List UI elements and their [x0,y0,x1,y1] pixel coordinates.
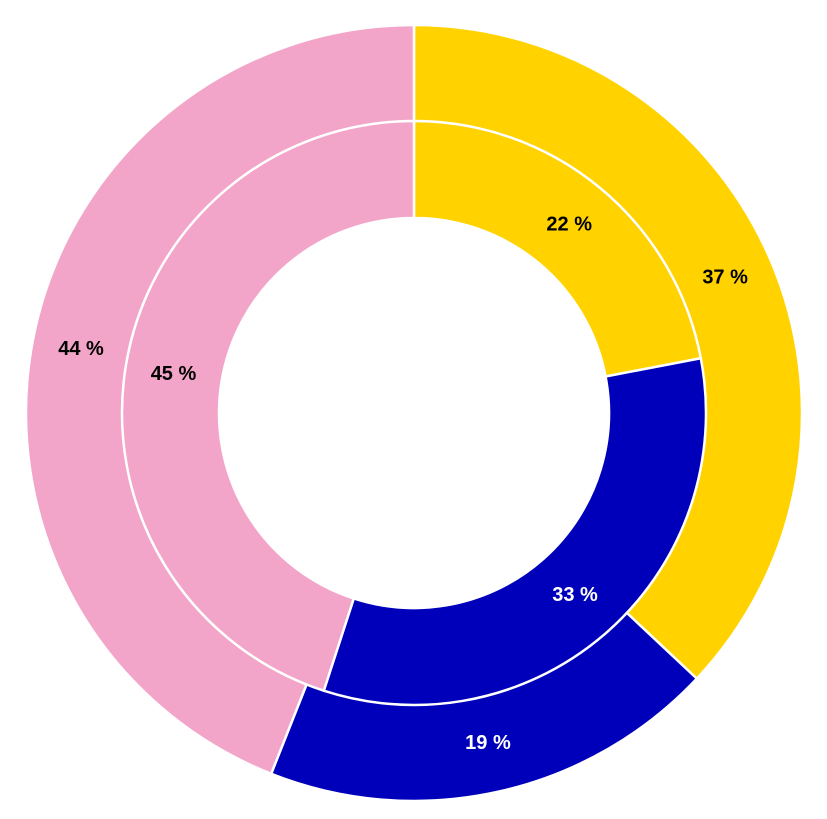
inner-ring-label-2: 45 % [151,363,197,385]
inner-ring-label-1: 33 % [552,584,598,606]
inner-ring-slice-2 [120,119,416,692]
outer-ring-label-1: 19 % [465,732,511,754]
inner-ring-slice-1 [322,357,708,707]
outer-ring-label-2: 44 % [58,338,104,360]
inner-ring-label-0: 22 % [546,214,592,236]
inner-ring-slice-0 [412,119,703,378]
outer-ring-label-0: 37 % [702,267,748,289]
